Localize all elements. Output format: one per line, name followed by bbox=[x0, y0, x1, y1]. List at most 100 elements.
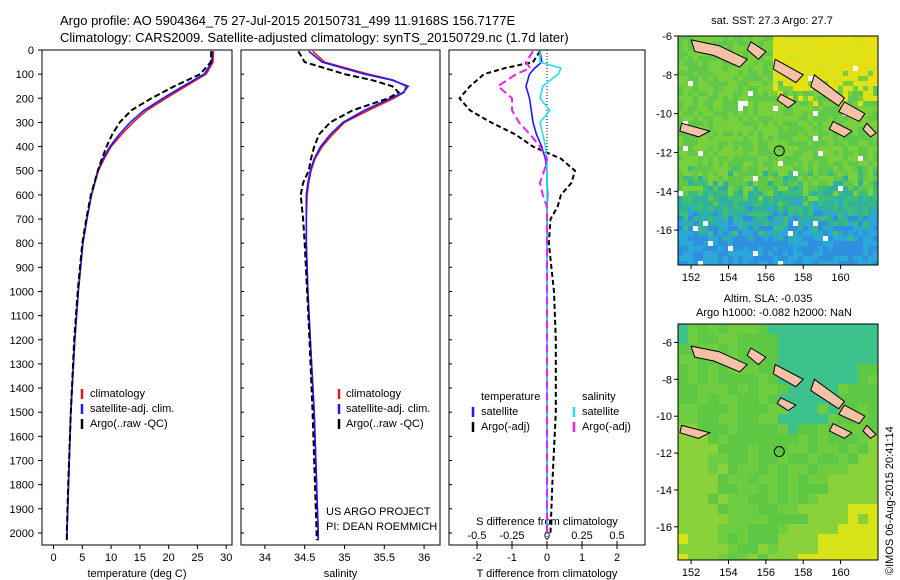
sst-map-cell bbox=[678, 186, 684, 192]
sst-map-cell bbox=[848, 126, 854, 132]
sst-map-cell bbox=[783, 116, 789, 122]
sst-map-cell bbox=[768, 156, 774, 162]
sst-map-cell bbox=[713, 61, 719, 67]
sst-map-cell bbox=[733, 236, 739, 242]
sst-map-cell bbox=[773, 101, 779, 107]
sst-map-cell bbox=[728, 111, 734, 117]
sst-map-cell bbox=[693, 86, 699, 92]
sst-map-cell bbox=[728, 166, 734, 172]
sst-map-cell bbox=[698, 151, 704, 157]
sst-map-cell bbox=[873, 86, 878, 92]
sst-map-cell bbox=[758, 86, 764, 92]
sla-map-cell bbox=[758, 554, 769, 560]
sla-map-cell bbox=[868, 534, 878, 545]
sla-map-cell bbox=[818, 394, 829, 405]
sst-map-cell bbox=[833, 116, 839, 122]
sst-map-cell bbox=[708, 126, 714, 132]
sst-map-cell bbox=[818, 176, 824, 182]
sst-map-cell bbox=[688, 76, 694, 82]
sst-map-cell bbox=[768, 196, 774, 202]
sst-map-cell bbox=[748, 111, 754, 117]
sla-map-cell bbox=[768, 484, 779, 495]
sst-map-cell bbox=[703, 126, 709, 132]
sst-map-cell bbox=[758, 131, 764, 137]
sst-map-cell bbox=[828, 196, 834, 202]
sla-map-cell bbox=[678, 464, 689, 475]
sst-map-cell bbox=[818, 246, 824, 252]
sst-map-cell bbox=[803, 46, 809, 52]
sla-map-cell bbox=[848, 334, 859, 345]
sst-map-cell bbox=[678, 41, 684, 47]
sst-map-cell bbox=[868, 156, 874, 162]
sst-map-cell bbox=[698, 216, 704, 222]
sst-map-cell bbox=[773, 166, 779, 172]
sst-map-cell bbox=[693, 56, 699, 62]
sst-map-cell bbox=[753, 151, 759, 157]
sst-map-cell bbox=[763, 211, 769, 217]
sst-map-cell bbox=[678, 231, 684, 237]
sst-map-cell bbox=[698, 191, 704, 197]
sst-map-cell bbox=[718, 146, 724, 152]
sla-map-cell bbox=[778, 434, 789, 445]
sst-map-cell bbox=[858, 231, 864, 237]
sst-map-cell bbox=[783, 246, 789, 252]
sst-map-cell bbox=[828, 136, 834, 142]
sst-map-cell bbox=[828, 146, 834, 152]
sst-map-cell bbox=[828, 236, 834, 242]
sst-map-cell bbox=[753, 121, 759, 127]
sst-map-cell bbox=[813, 161, 819, 167]
sst-map-cell bbox=[868, 101, 874, 107]
sst-map-cell bbox=[813, 221, 819, 227]
sst-map-cell bbox=[798, 191, 804, 197]
sst-map-cell bbox=[703, 161, 709, 167]
sst-map-cell bbox=[858, 181, 864, 187]
sst-map-cell bbox=[863, 136, 869, 142]
sst-map-cell bbox=[718, 231, 724, 237]
sst-map-cell bbox=[713, 256, 719, 262]
sst-map-cell bbox=[723, 146, 729, 152]
sst-map-cell bbox=[773, 236, 779, 242]
sst-map-cell bbox=[758, 121, 764, 127]
sla-map-cell bbox=[818, 514, 829, 525]
sla-map-cell bbox=[738, 484, 749, 495]
sst-map-cell bbox=[863, 236, 869, 242]
sst-map-cell bbox=[813, 251, 819, 257]
sla-map-cell bbox=[698, 544, 709, 555]
sst-map-cell bbox=[833, 146, 839, 152]
sst-map-cell bbox=[713, 56, 719, 62]
sst-map-cell bbox=[703, 76, 709, 82]
sst-map-cell bbox=[698, 206, 704, 212]
sst-map-cell bbox=[833, 196, 839, 202]
sst-map-cell bbox=[713, 91, 719, 97]
sst-map-cell bbox=[688, 206, 694, 212]
sla-map-cell bbox=[748, 434, 759, 445]
sst-map-cell bbox=[728, 91, 734, 97]
sst-map-cell bbox=[848, 36, 854, 42]
sla-map-cell bbox=[868, 484, 878, 495]
temperature-tick-label: 15 bbox=[134, 552, 146, 564]
sst-map-cell bbox=[723, 196, 729, 202]
sst-map-cell bbox=[783, 226, 789, 232]
sst-map-cell bbox=[718, 191, 724, 197]
sst-map-cell bbox=[858, 206, 864, 212]
sla-map-cell bbox=[748, 384, 759, 395]
sst-map-cell bbox=[723, 101, 729, 107]
sst-map-cell bbox=[693, 211, 699, 217]
sst-map-cell bbox=[858, 166, 864, 172]
sst-map-cell bbox=[718, 256, 724, 262]
sst-map-cell bbox=[733, 106, 739, 112]
sst-map-cell bbox=[713, 81, 719, 87]
sst-map-cell bbox=[813, 226, 819, 232]
sla-map-cell bbox=[708, 554, 719, 560]
sst-map-cell bbox=[788, 36, 794, 42]
sst-map-cell bbox=[778, 116, 784, 122]
sla-map-cell bbox=[758, 364, 769, 375]
sst-map-cell bbox=[763, 46, 769, 52]
sst-map-cell bbox=[743, 86, 749, 92]
sst-map-cell bbox=[743, 131, 749, 137]
sla-map-cell bbox=[728, 454, 739, 465]
sst-map-cell bbox=[873, 61, 878, 67]
sst-map-cell bbox=[778, 236, 784, 242]
sst-map-cell bbox=[693, 116, 699, 122]
sla-map-cell bbox=[748, 534, 759, 545]
